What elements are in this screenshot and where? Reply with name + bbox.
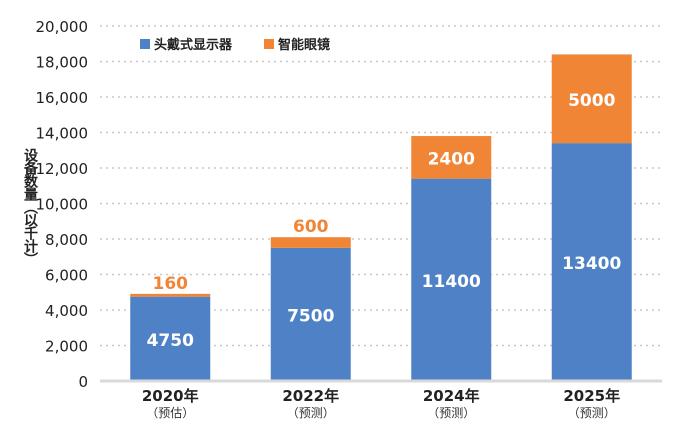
x-tick-label: 2020年 [142,387,199,405]
bar-glasses [130,293,211,297]
legend-swatch [140,39,150,49]
bar-glasses [270,237,351,248]
legend-label: 智能眼镜 [278,37,330,53]
y-tick-label: 16,000 [36,89,89,107]
data-label: 5000 [568,91,615,111]
y-tick-label: 4,000 [45,302,88,320]
data-label: 160 [153,274,189,294]
bar-hmd [411,178,492,381]
bar-glasses [411,136,492,179]
y-tick-label: 20,000 [36,18,89,36]
data-label: 7500 [287,306,334,326]
x-tick-label: 2024年 [423,387,480,405]
data-label: 4750 [147,331,194,351]
bar-hmd [270,247,351,381]
y-tick-label: 14,000 [36,125,89,143]
x-tick-label: 2025年 [563,387,620,405]
data-label: 13400 [562,254,621,274]
data-label: 600 [293,217,329,237]
x-tick-sublabel: （预估） [146,406,194,420]
x-tick-sublabel: （预测） [568,406,616,420]
y-axis-title: 设备数量（以千计） [22,148,38,265]
x-tick-label: 2022年 [282,387,339,405]
legend-swatch [264,39,274,49]
x-tick-sublabel: （预测） [287,406,335,420]
y-tick-label: 0 [78,373,88,391]
bar-hmd [551,143,632,381]
bar-hmd [130,296,211,381]
bar-glasses [551,54,632,144]
y-tick-label: 18,000 [36,54,89,72]
y-tick-label: 8,000 [45,231,88,249]
y-tick-label: 10,000 [36,196,89,214]
y-tick-label: 6,000 [45,267,88,285]
data-label: 11400 [422,272,481,292]
data-label: 2400 [428,149,475,169]
y-tick-label: 12,000 [36,160,89,178]
x-tick-sublabel: （预测） [427,406,475,420]
legend-label: 头戴式显示器 [154,37,233,53]
y-tick-label: 2,000 [45,338,88,356]
